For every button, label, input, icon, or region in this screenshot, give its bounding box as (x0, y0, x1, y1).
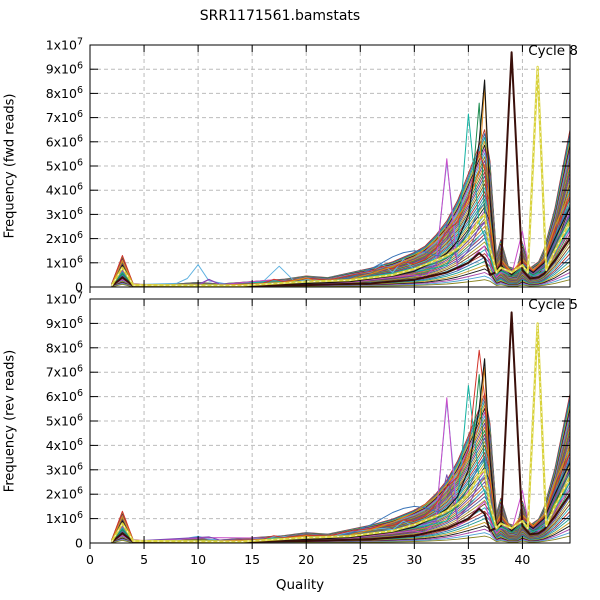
chart-title: SRR1171561.bamstats (199, 8, 361, 24)
y-tick-label: 9x106 (46, 315, 83, 331)
y-tick-label: 4x106 (46, 437, 83, 453)
series-line-yellow-overlay (111, 323, 570, 542)
y-tick-label: 1x106 (46, 510, 83, 526)
x-tick-label: 20 (298, 552, 314, 567)
y-tick-label: 0 (75, 280, 83, 295)
series-group (110, 51, 570, 287)
y-tick-label: 8x106 (46, 85, 83, 101)
annotation-cycle-5: Cycle 5 (528, 297, 578, 313)
y-tick-label: 0 (75, 536, 83, 551)
x-axis-label: Quality (275, 577, 325, 593)
x-tick-label: 35 (460, 552, 476, 567)
chart-0: 0 1x106 2x106 3x106 4x106 5x106 6x106 7x106 8x10… (46, 37, 571, 295)
series-line-dark-maroon (110, 51, 570, 287)
y-tick-label: 1x107 (46, 37, 83, 53)
series-group (110, 311, 570, 543)
y-tick-label: 2x106 (46, 486, 83, 502)
y-tick-label: 1x107 (46, 291, 83, 307)
chart-1: 0 1x106 2x106 3x106 4x106 5x106 6x106 7x106 8x10… (46, 291, 571, 567)
x-tick-label: 0 (86, 552, 94, 567)
y-tick-label: 3x106 (46, 461, 83, 477)
y-tick-label: 7x106 (46, 109, 83, 125)
y-tick-label: 6x106 (46, 388, 83, 404)
x-tick-label: 5 (140, 552, 148, 567)
x-tick-label: 25 (352, 552, 368, 567)
y-tick-label: 4x106 (46, 182, 83, 198)
y-tick-label: 5x106 (46, 158, 83, 174)
y-tick-label: 8x106 (46, 339, 83, 355)
y-tick-label: 3x106 (46, 206, 83, 222)
annotation-cycle-8: Cycle 8 (528, 43, 578, 59)
x-tick-label: 15 (244, 552, 260, 567)
series-line-red (111, 349, 570, 542)
y-tick-label: 2x106 (46, 230, 83, 246)
y-tick-label: 7x106 (46, 364, 83, 380)
y-tick-label: 1x106 (46, 254, 83, 270)
y-tick-label: 9x106 (46, 61, 83, 77)
x-tick-label: 10 (190, 552, 206, 567)
series-line-yellow-overlay (111, 66, 570, 286)
series-line-black (111, 358, 570, 543)
y-tick-label: 5x106 (46, 413, 83, 429)
series-line-dark-maroon (110, 311, 570, 543)
x-tick-label: 30 (406, 552, 422, 567)
y-tick-label: 6x106 (46, 133, 83, 149)
x-tick-label: 40 (514, 552, 530, 567)
